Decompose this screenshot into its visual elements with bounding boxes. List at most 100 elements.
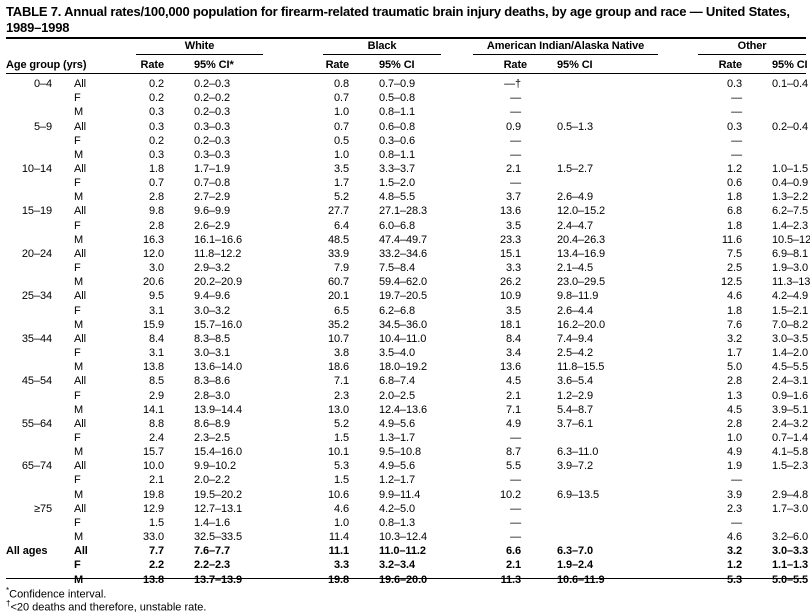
aian-ci-cell: 3.9–7.2 xyxy=(557,460,594,473)
white-ci-cell: 2.2–2.3 xyxy=(194,559,231,572)
aian-rate-cell: 6.6 xyxy=(506,545,522,558)
table-row: M 20.6 20.2–20.9 60.7 59.4–62.0 26.2 23.0–29.5… xyxy=(6,275,810,289)
black-ci-cell: 6.2–6.8 xyxy=(379,304,416,317)
aian-rate-cell: — xyxy=(510,502,522,515)
table-row: 65–74 All 10.0 9.9–10.2 5.3 4.9–5.6 5.5 3.9–7.2… xyxy=(6,459,808,473)
other-ci-cell: 4.1–5.8 xyxy=(772,446,809,459)
other-rate-cell: 0.6 xyxy=(727,177,743,190)
black-rate-cell: 7.9 xyxy=(334,262,350,275)
table-row: 0–4 All 0.2 0.2–0.3 0.8 0.7–0.9 —† 0.3 0.1–0.4 xyxy=(6,77,808,91)
sex-cell: M xyxy=(74,361,84,374)
black-ci-cell: 9.5–10.8 xyxy=(379,446,422,459)
other-rate-cell: 3.2 xyxy=(727,545,743,558)
table-row: F 1.5 1.4–1.6 1.0 0.8–1.3 — — xyxy=(6,516,806,530)
sex-cell: M xyxy=(74,233,84,246)
aian-rate-cell: — xyxy=(510,106,522,119)
aian-ci-cell: 6.3–7.0 xyxy=(557,545,594,558)
table-row: F 2.8 2.6–2.9 6.4 6.0–6.8 3.5 2.4–4.7 1.8 1.4–2.… xyxy=(6,219,808,233)
black-ci-cell: 0.8–1.3 xyxy=(379,516,416,529)
white-ci-cell: 0.3–0.3 xyxy=(194,148,231,161)
rate-header: Rate xyxy=(106,57,168,74)
white-ci-cell: 13.9–14.4 xyxy=(194,403,243,416)
age-group-cell xyxy=(6,318,66,332)
black-ci-cell: 4.2–5.0 xyxy=(379,502,416,515)
sex-cell: M xyxy=(74,531,84,544)
rate-header: Rate xyxy=(471,57,532,74)
other-rate-cell: 4.9 xyxy=(727,446,743,459)
other-rate-cell: 1.7 xyxy=(727,347,743,360)
black-rate-cell: 7.1 xyxy=(334,375,350,388)
white-ci-cell: 2.8–3.0 xyxy=(194,389,231,402)
sex-cell: M xyxy=(74,191,84,204)
table-title: TABLE 7. Annual rates/100,000 population… xyxy=(6,4,790,35)
age-group-cell xyxy=(6,388,66,402)
white-ci-cell: 8.3–8.5 xyxy=(194,332,231,345)
aian-ci-cell: 2.5–4.2 xyxy=(557,347,594,360)
black-ci-cell: 12.4–13.6 xyxy=(379,403,428,416)
age-group-cell: 15–19 xyxy=(21,205,52,218)
aian-rate-cell: 4.5 xyxy=(506,375,522,388)
age-group-cell: 35–44 xyxy=(21,332,52,345)
aian-rate-cell: 8.4 xyxy=(506,332,522,345)
other-ci-cell: 4.2–4.9 xyxy=(772,290,809,303)
other-rate-cell: 1.8 xyxy=(727,191,743,204)
other-ci-cell: 3.9–5.1 xyxy=(772,403,809,416)
rates-table: White Black American Indian/Alaska Native O… xyxy=(6,39,810,587)
black-ci-cell: 0.5–0.8 xyxy=(379,92,416,105)
sex-cell: F xyxy=(74,431,81,444)
black-ci-cell: 9.9–11.4 xyxy=(379,488,421,501)
group-header: White xyxy=(106,39,293,55)
aian-ci-cell: 12.0–15.2 xyxy=(557,205,606,218)
sex-cell: F xyxy=(74,262,81,275)
black-rate-cell: 19.8 xyxy=(328,573,350,586)
aian-rate-cell: 10.9 xyxy=(500,290,522,303)
other-ci-cell: 10.5–12.8 xyxy=(772,233,810,246)
other-ci-cell: 1.9–3.0 xyxy=(772,262,809,275)
aian-rate-cell: 11.3 xyxy=(500,573,522,586)
white-rate-cell: 15.7 xyxy=(142,446,164,459)
top-rule xyxy=(6,37,806,39)
other-rate-cell: 6.8 xyxy=(727,205,743,218)
age-group-cell xyxy=(6,558,66,572)
black-ci-cell: 18.0–19.2 xyxy=(379,361,428,374)
aian-rate-cell: — xyxy=(510,134,522,147)
black-ci-cell: 0.6–0.8 xyxy=(379,120,416,133)
aian-ci-cell xyxy=(531,473,688,487)
black-ci-cell: 0.8–1.1 xyxy=(379,148,416,161)
other-rate-cell: 4.6 xyxy=(727,290,743,303)
white-rate-cell: 2.2 xyxy=(149,559,164,572)
group-header-label: White xyxy=(136,39,264,55)
bottom-rule xyxy=(6,578,806,579)
total-row: F 2.2 2.2–2.3 3.3 3.2–3.4 2.1 1.9–2.4 1.2 1.1–1.… xyxy=(6,558,808,572)
other-rate-cell: 5.0 xyxy=(727,361,743,374)
white-ci-cell: 0.3–0.3 xyxy=(194,120,231,133)
other-rate-cell: 0.3 xyxy=(727,78,743,91)
white-ci-cell: 15.4–16.0 xyxy=(194,446,243,459)
other-rate-cell: — xyxy=(731,148,743,161)
age-group-cell: 0–4 xyxy=(33,78,52,91)
aian-ci-cell xyxy=(531,91,688,105)
white-ci-cell: 2.3–2.5 xyxy=(194,431,231,444)
aian-rate-cell: 23.3 xyxy=(500,233,522,246)
table-row: F 3.0 2.9–3.2 7.9 7.5–8.4 3.3 2.1–4.5 2.5 1.9–3.… xyxy=(6,261,809,275)
other-ci-cell xyxy=(746,516,806,530)
age-group-cell: 55–64 xyxy=(21,417,52,430)
black-ci-cell: 4.9–5.6 xyxy=(379,417,416,430)
table-row: M 2.8 2.7–2.9 5.2 4.8–5.5 3.7 2.6–4.9 1.8 1.3–2.… xyxy=(6,190,808,204)
aian-rate-cell: 0.9 xyxy=(506,120,522,133)
white-ci-cell: 0.2–0.3 xyxy=(194,134,231,147)
aian-ci-cell xyxy=(531,176,688,190)
white-rate-cell: 9.8 xyxy=(149,205,164,218)
aian-rate-cell: — xyxy=(510,474,522,487)
black-rate-cell: 3.5 xyxy=(334,163,350,176)
age-group-cell xyxy=(6,304,66,318)
black-ci-cell: 6.8–7.4 xyxy=(379,375,416,388)
black-ci-cell: 6.0–6.8 xyxy=(379,219,416,232)
other-rate-cell: 1.0 xyxy=(727,431,743,444)
aian-rate-cell: — xyxy=(510,92,522,105)
sex-cell: All xyxy=(74,120,86,133)
white-ci-cell: 9.9–10.2 xyxy=(194,460,237,473)
ci-header: 95% CI xyxy=(746,57,808,74)
table-row: F 3.1 3.0–3.2 6.5 6.2–6.8 3.5 2.6–4.4 1.8 1.5–2.… xyxy=(6,304,808,318)
sex-cell: F xyxy=(74,219,81,232)
